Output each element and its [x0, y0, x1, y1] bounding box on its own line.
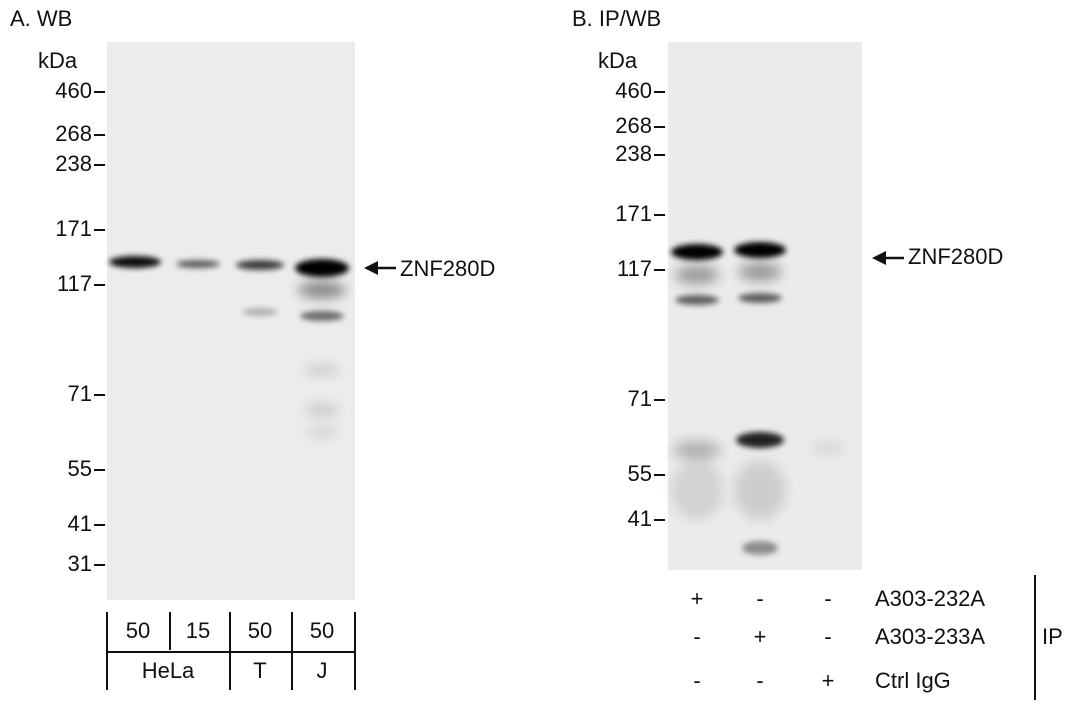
band: [734, 242, 786, 258]
band: [304, 404, 340, 416]
lane-load: 15: [186, 618, 210, 643]
band: [673, 441, 721, 459]
blot-a: [107, 42, 355, 600]
ip-sign: +: [822, 668, 835, 693]
marker-label: 268: [615, 113, 652, 138]
marker-label: 41: [628, 506, 652, 531]
lane-load: 50: [126, 618, 150, 643]
marker-label: 171: [615, 201, 652, 226]
band: [810, 443, 846, 453]
ip-sign: -: [824, 586, 831, 611]
ip-sign: -: [693, 668, 700, 693]
arrows: [364, 251, 904, 275]
ip-antibody: A303-233A: [875, 624, 985, 649]
panel-label: B. IP/WB: [572, 6, 661, 31]
ip-sign: -: [756, 668, 763, 693]
unit-label: kDa: [598, 48, 638, 73]
band: [675, 266, 719, 284]
band: [738, 293, 782, 303]
ip-sign: -: [693, 624, 700, 649]
band: [242, 308, 278, 316]
band: [675, 295, 719, 305]
lane-box: [106, 575, 1036, 700]
marker-label: 117: [57, 271, 92, 296]
marker-label: 55: [628, 461, 652, 486]
band: [236, 260, 284, 270]
band: [300, 311, 344, 321]
target-label: ZNF280D: [908, 244, 1003, 269]
bands: [109, 242, 846, 555]
target-label: ZNF280D: [400, 256, 495, 281]
marker-label: 71: [628, 386, 652, 411]
panel-label: A. WB: [10, 6, 72, 31]
unit-label: kDa: [38, 48, 78, 73]
band: [671, 460, 723, 520]
marker-label: 268: [55, 121, 92, 146]
marker-label: 171: [55, 216, 92, 241]
lane-group: T: [253, 658, 266, 683]
band: [295, 259, 349, 277]
band: [734, 460, 786, 520]
band: [298, 282, 346, 298]
lane-group: J: [317, 658, 328, 683]
marker-label: 117: [617, 256, 652, 281]
marker-label: 41: [68, 511, 92, 536]
band: [742, 541, 778, 555]
ip-antibody: A303-232A: [875, 586, 985, 611]
band: [306, 427, 338, 437]
ip-sign: +: [691, 586, 704, 611]
marker-label: 460: [55, 78, 92, 103]
lane-load: 50: [310, 618, 334, 643]
band: [176, 260, 220, 268]
ip-sign: +: [754, 624, 767, 649]
band: [304, 365, 340, 375]
marker-label: 71: [68, 381, 92, 406]
band: [109, 256, 161, 268]
marker-label: 460: [615, 78, 652, 103]
ip-label: IP: [1042, 624, 1063, 649]
band: [738, 263, 782, 281]
lane-group: HeLa: [142, 658, 195, 683]
marker-label: 238: [55, 151, 92, 176]
band: [671, 244, 723, 260]
marker-label: 55: [68, 456, 92, 481]
ip-antibody: Ctrl IgG: [875, 668, 951, 693]
ip-sign: -: [824, 624, 831, 649]
ip-sign: -: [756, 586, 763, 611]
lane-load: 50: [248, 618, 272, 643]
marker-label: 31: [68, 551, 92, 576]
band: [736, 432, 784, 448]
marker-label: 238: [615, 141, 652, 166]
